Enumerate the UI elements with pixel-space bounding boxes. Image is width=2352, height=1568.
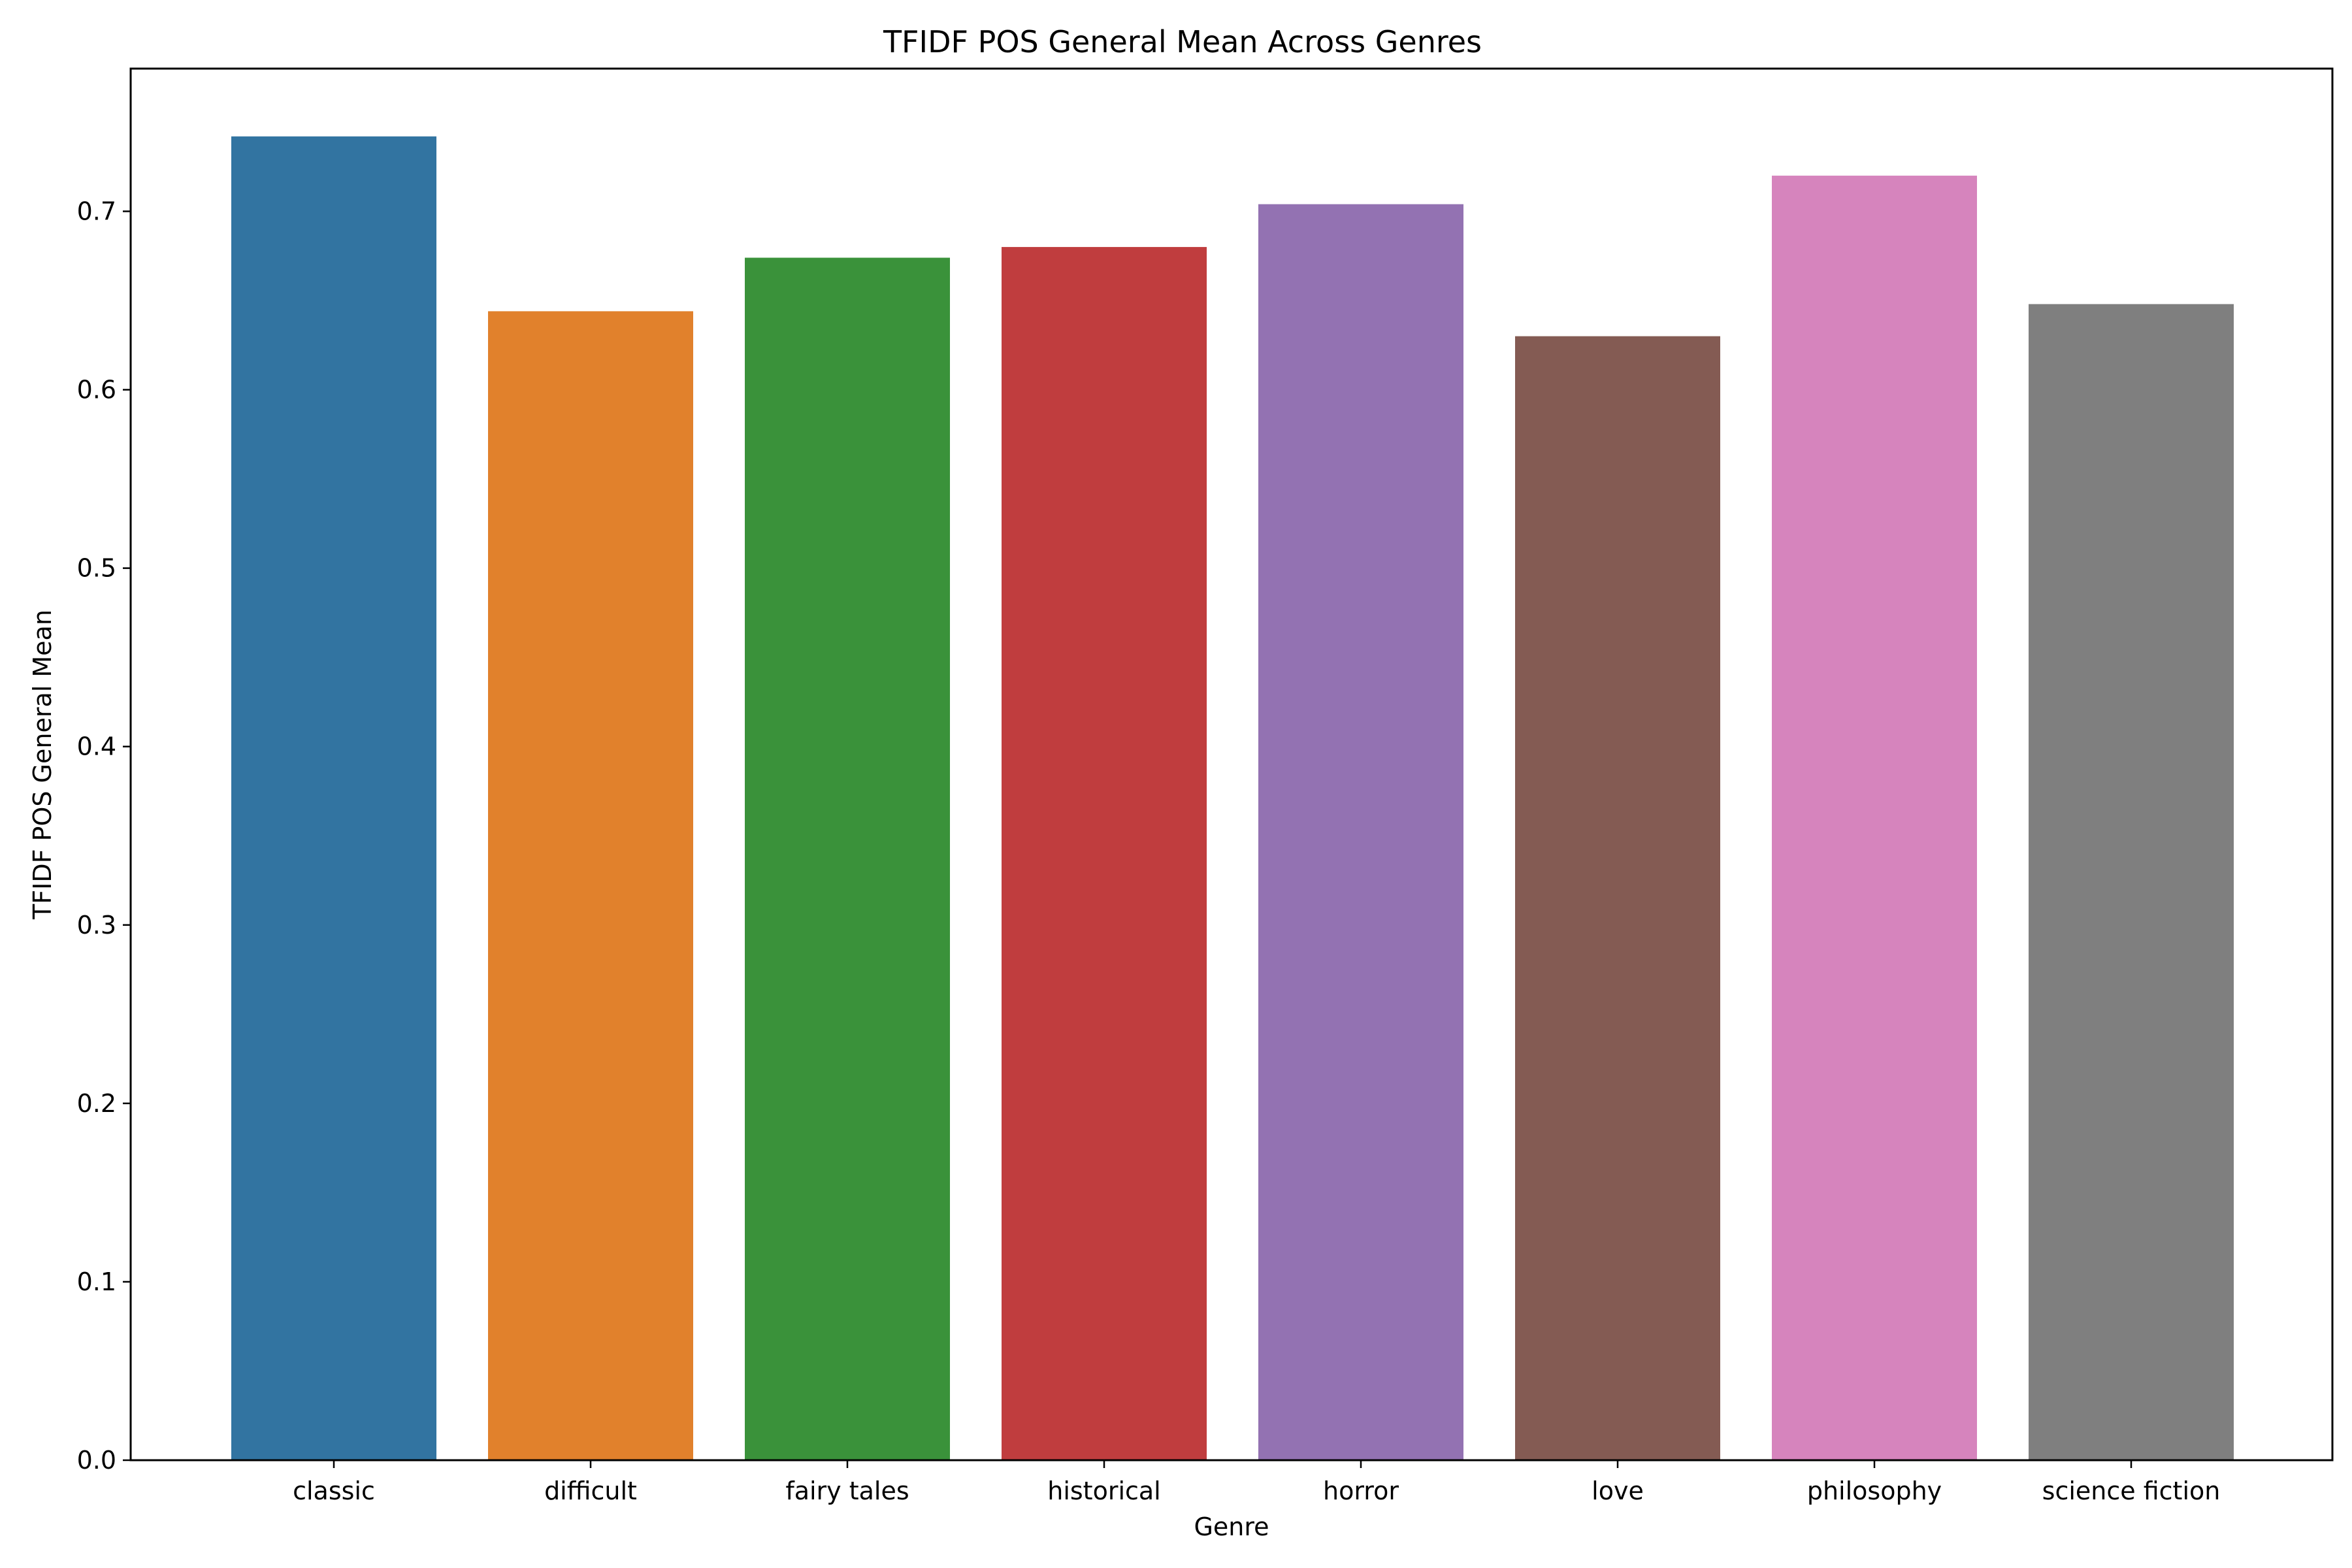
x-tick-label: historical [1047,1477,1161,1505]
y-tick-label: 0.1 [77,1267,116,1296]
bar-difficult [488,311,693,1460]
y-tick-label: 0.5 [77,554,116,583]
x-tick-label: horror [1323,1477,1399,1505]
y-tick-label: 0.3 [77,911,116,939]
bar-fairy-tales [745,257,950,1460]
chart-title: TFIDF POS General Mean Across Genres [883,24,1482,59]
bar-horror [1258,204,1463,1460]
y-axis-label: TFIDF POS General Mean [28,610,57,920]
x-tick-label: difficult [544,1477,637,1505]
x-axis-ticks: classic difficult fairy tales historical hor… [293,1460,2220,1505]
x-tick-label: classic [293,1477,375,1505]
y-axis-ticks: 0.0 0.1 0.2 0.3 0.4 0.5 0.6 0.7 [77,197,131,1475]
x-tick-label: fairy tales [785,1477,909,1505]
y-tick-label: 0.6 [77,376,116,404]
y-tick-label: 0.4 [77,732,116,761]
y-tick-label: 0.2 [77,1089,116,1118]
bar-philosophy [1772,175,1977,1460]
x-tick-label: philosophy [1807,1477,1942,1505]
bars-group [231,136,2234,1461]
y-tick-label: 0.0 [77,1446,116,1475]
bar-historical [1002,247,1207,1461]
x-axis-label: Genre [1194,1512,1269,1541]
plot-frame [129,67,2334,1462]
bar-classic [231,136,436,1460]
x-tick-label: love [1592,1477,1644,1505]
y-tick-label: 0.7 [77,197,116,225]
bar-love [1515,336,1720,1460]
x-tick-label: science fiction [2042,1477,2221,1505]
bar-science-fiction [2029,304,2234,1460]
